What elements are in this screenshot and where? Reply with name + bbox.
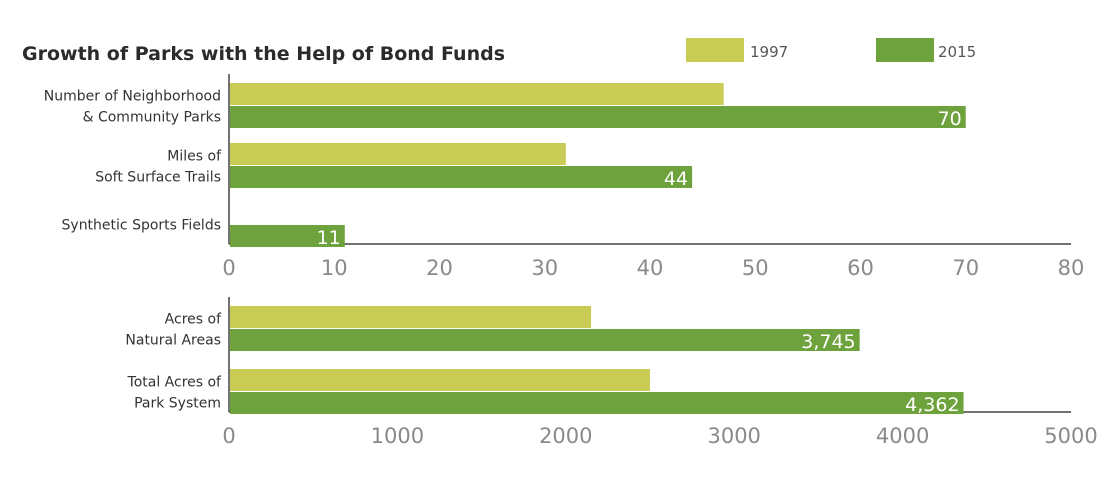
bar-1997 <box>230 143 566 165</box>
x-tick-label: 30 <box>531 256 558 280</box>
data-label-2015: 44 <box>664 168 688 190</box>
legend-label-1997: 1997 <box>750 43 788 61</box>
legend-label-2015: 2015 <box>938 43 976 61</box>
chart-title: Growth of Parks with the Help of Bond Fu… <box>22 43 505 65</box>
data-label-2015: 70 <box>938 108 962 130</box>
x-tick-label: 70 <box>952 256 979 280</box>
x-tick-label: 50 <box>742 256 769 280</box>
bar-2015 <box>230 106 966 128</box>
x-tick-label: 80 <box>1058 256 1085 280</box>
x-tick-label: 0 <box>222 256 235 280</box>
bar-2015 <box>230 329 860 351</box>
x-tick-label: 5000 <box>1044 424 1097 448</box>
x-tick-label: 0 <box>222 424 235 448</box>
legend: 1997 2015 <box>686 38 976 62</box>
data-label-2015: 4,362 <box>905 394 959 416</box>
bar-1997 <box>230 83 724 105</box>
chart-panels: 0 10 20 30 40 50 60 70 80 Number of Neighborhood &… <box>44 74 1098 448</box>
x-tick-label: 1000 <box>371 424 424 448</box>
x-tick-label: 3000 <box>707 424 760 448</box>
bar-2015 <box>230 225 345 247</box>
data-label-2015: 3,745 <box>801 331 855 353</box>
data-label-2015: 11 <box>317 227 341 249</box>
category-label: Acres of <box>165 312 222 328</box>
x-tick-label: 40 <box>637 256 664 280</box>
panel-2: 0 1000 2000 3000 4000 5000 Acres of Natural Are… <box>125 297 1098 448</box>
bar-1997 <box>230 306 592 328</box>
category-label: Synthetic Sports Fields <box>62 218 221 234</box>
category-label: Number of Neighborhood <box>44 89 221 105</box>
x-tick-label: 10 <box>321 256 348 280</box>
x-tick-label: 4000 <box>876 424 929 448</box>
bar-1997 <box>230 369 650 391</box>
x-tick-label: 20 <box>426 256 453 280</box>
x-tick-label: 2000 <box>539 424 592 448</box>
category-label: Natural Areas <box>125 333 221 349</box>
x-tick-label: 60 <box>847 256 874 280</box>
category-label: Total Acres of <box>127 375 223 391</box>
category-label: & Community Parks <box>83 110 221 126</box>
category-label: Soft Surface Trails <box>95 170 221 186</box>
panel-1: 0 10 20 30 40 50 60 70 80 Number of Neighborhood &… <box>44 74 1085 280</box>
legend-swatch-2015 <box>876 38 934 62</box>
bar-2015 <box>230 166 693 188</box>
category-label: Park System <box>134 396 221 412</box>
category-label: Miles of <box>167 149 222 165</box>
legend-swatch-1997 <box>686 38 744 62</box>
bar-2015 <box>230 392 964 414</box>
